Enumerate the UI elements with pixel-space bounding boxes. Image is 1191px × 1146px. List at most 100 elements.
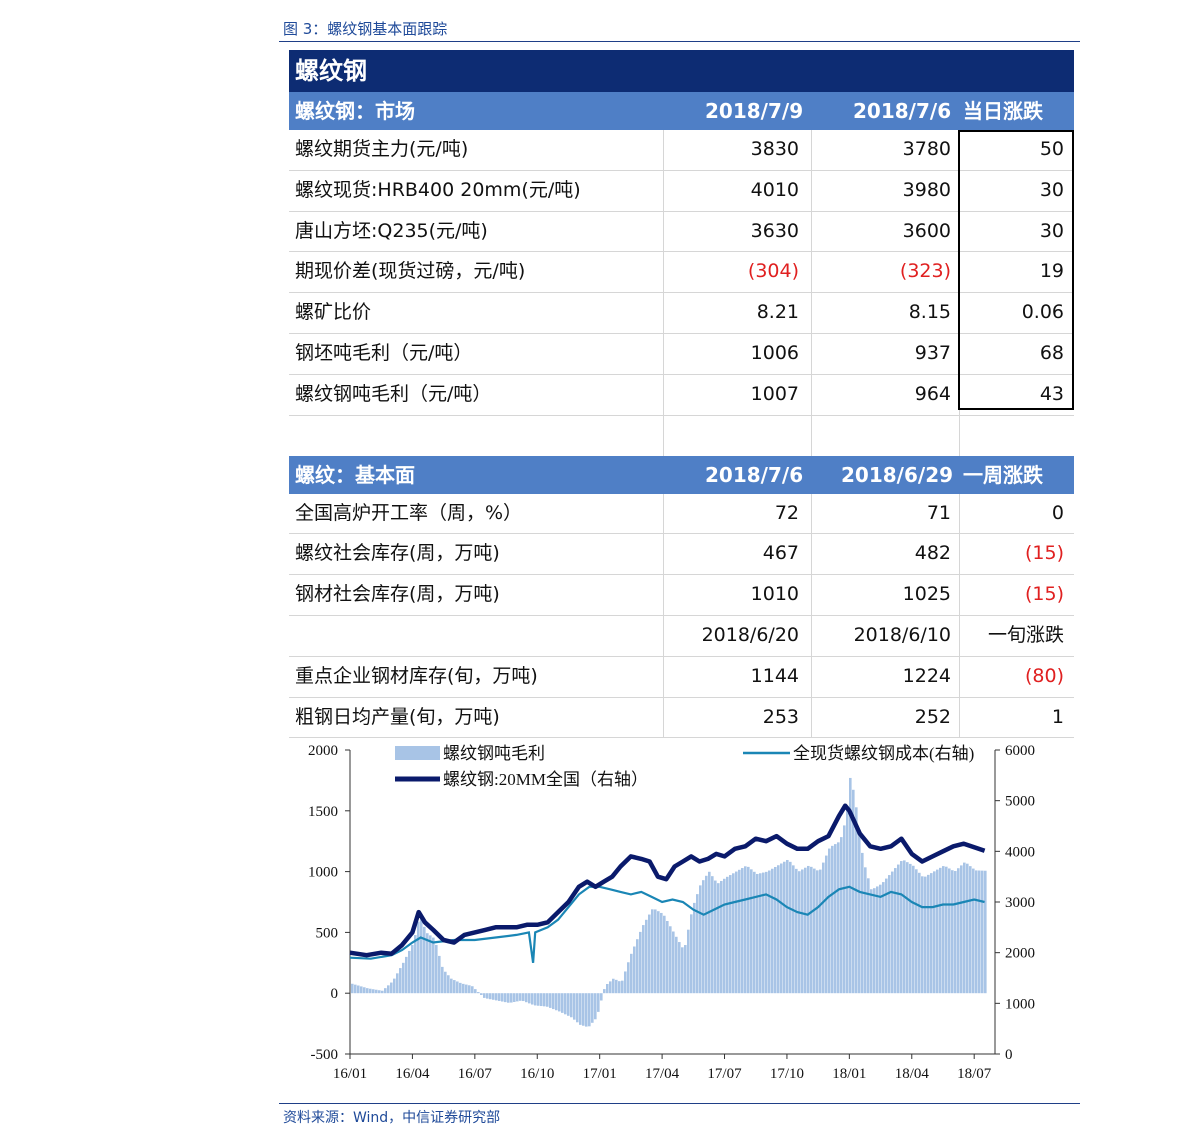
profit-bar	[378, 990, 381, 994]
market-rows: 螺纹期货主力(元/吨) 3830 3780 50 螺纹现货:HRB400 20mm(元/…	[289, 130, 1074, 416]
profit-bar	[462, 983, 465, 994]
profit-bar	[885, 878, 888, 994]
profit-bar	[810, 866, 813, 994]
market-row: 期现价差(现货过磅，元/吨) (304) (323) 19	[289, 252, 1074, 294]
market-cell-a: (304)	[663, 252, 811, 293]
profit-bar	[822, 862, 825, 994]
market-cell-b: 937	[811, 333, 959, 374]
market-cell-c: 19	[959, 252, 1074, 293]
profit-bar	[744, 866, 747, 994]
profit-bar	[384, 988, 387, 994]
profit-bar	[513, 993, 516, 1002]
x-tick-label: 18/07	[957, 1066, 992, 1082]
left-tick-label: 2000	[308, 743, 338, 759]
profit-bar	[357, 985, 360, 994]
fundamentals-cell-c: (15)	[959, 575, 1074, 615]
profit-bar	[849, 777, 852, 994]
profit-bar	[420, 918, 423, 994]
right-tick-label: 0	[1005, 1047, 1013, 1063]
profit-bar	[630, 953, 633, 994]
profit-bar	[393, 978, 396, 994]
profit-bar	[801, 869, 804, 994]
profit-bar	[897, 864, 900, 994]
top-rule	[279, 41, 1080, 42]
profit-bar	[957, 868, 960, 994]
profit-bar	[639, 931, 642, 994]
profit-bar	[816, 870, 819, 994]
market-header-label: 螺纹钢：市场	[295, 99, 415, 123]
profit-bar	[834, 844, 837, 994]
profit-bar	[447, 975, 450, 994]
profit-bar	[708, 871, 711, 994]
profit-bar	[783, 861, 786, 994]
profit-bar	[360, 986, 363, 994]
fundamentals-header-change: 一周涨跌	[963, 462, 1043, 487]
left-tick-label: 1500	[308, 804, 338, 820]
profit-bar	[756, 873, 759, 994]
fundamentals-row: 2018/6/20 2018/6/10 一旬涨跌	[289, 615, 1074, 657]
profit-bar	[654, 909, 657, 994]
profit-bar	[903, 860, 906, 994]
x-tick-label: 16/10	[520, 1066, 554, 1082]
profit-bar	[879, 884, 882, 994]
profit-bar	[786, 859, 789, 994]
profit-bar	[825, 855, 828, 994]
fundamentals-cell-a: 72	[663, 493, 811, 534]
right-tick-label: 1000	[1005, 996, 1035, 1012]
market-row: 钢坯吨毛利（元/吨） 1006 937 68	[289, 333, 1074, 375]
market-cell-c: 50	[959, 130, 1074, 170]
profit-bar	[693, 902, 696, 994]
profit-bar	[762, 872, 765, 994]
fundamentals-cell-c: (80)	[959, 656, 1074, 697]
profit-bar	[792, 865, 795, 994]
profit-bar	[660, 912, 663, 994]
profit-bar	[891, 871, 894, 994]
profit-bar	[576, 993, 579, 1023]
left-tick-label: 0	[331, 986, 339, 1002]
fundamentals-header-date1: 2018/7/6	[705, 462, 804, 487]
profit-bar	[405, 956, 408, 994]
profit-bar	[624, 971, 627, 994]
profit-bar	[525, 993, 528, 1003]
market-cell-b: (323)	[811, 252, 959, 293]
profit-bar	[777, 865, 780, 994]
fundamentals-cell-a: 2018/6/20	[663, 615, 811, 656]
profit-bar	[498, 993, 501, 1001]
profit-bar	[633, 946, 636, 994]
profit-bar	[444, 971, 447, 994]
profit-bar	[672, 931, 675, 994]
market-cell-a: 1006	[663, 333, 811, 374]
profit-bar	[354, 984, 357, 994]
profit-bar	[645, 919, 648, 994]
profit-bar	[516, 993, 519, 1002]
profit-bar	[399, 968, 402, 994]
profit-bar	[480, 993, 483, 995]
profit-bar	[894, 868, 897, 994]
profit-bar	[912, 865, 915, 994]
profit-bar	[636, 939, 639, 994]
profit-bar	[699, 885, 702, 994]
profit-bar	[852, 789, 855, 994]
profit-bar	[873, 888, 876, 994]
profit-bar	[558, 993, 561, 1012]
market-header: 螺纹钢：市场 2018/7/9 2018/7/6 当日涨跌	[289, 92, 1074, 130]
profit-bar	[528, 993, 531, 1004]
profit-bar	[417, 921, 420, 994]
profit-bar	[687, 929, 690, 994]
profit-bar	[915, 869, 918, 994]
market-cell-b: 964	[811, 374, 959, 415]
profit-bar	[750, 869, 753, 994]
market-cell-c: 30	[959, 170, 1074, 211]
fundamentals-cell-c: (15)	[959, 534, 1074, 575]
x-tick-label: 18/04	[895, 1066, 930, 1082]
market-cell-a: 3630	[663, 211, 811, 252]
legend-label-profit: 螺纹钢吨毛利	[443, 744, 545, 763]
market-cell-label: 螺纹钢吨毛利（元/吨）	[295, 382, 492, 405]
profit-bar	[819, 869, 822, 994]
profit-bar	[642, 925, 645, 994]
profit-bar	[546, 993, 549, 1007]
profit-bar	[981, 870, 984, 994]
profit-bar	[705, 875, 708, 994]
profit-bar	[969, 866, 972, 994]
profit-bar	[519, 993, 522, 1001]
